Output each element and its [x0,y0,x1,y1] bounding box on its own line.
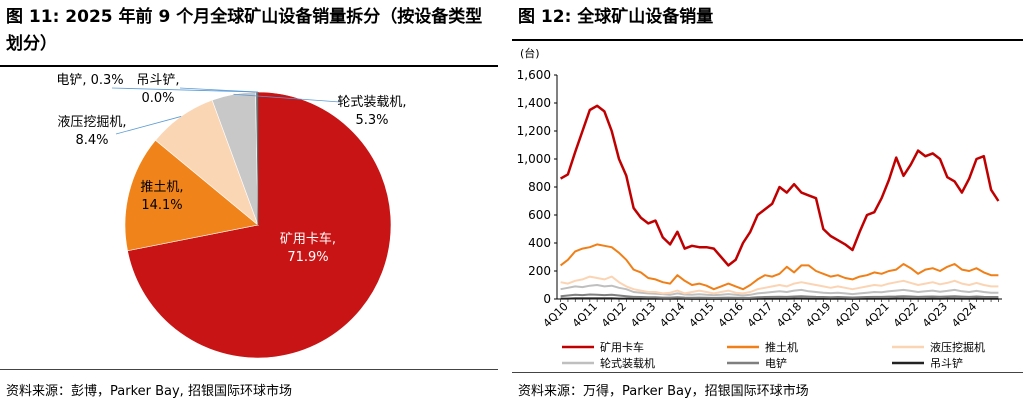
line-title-rule [512,39,1023,41]
y-tick-label: 1,400 [517,96,551,110]
pie-label-name-3: 轮式装载机, [337,95,406,110]
x-tick-label: 4Q18 [774,300,804,330]
line-source-rule [512,372,1023,373]
pie-panel: 图 11: 2025 年前 9 个月全球矿山设备销量拆分（按设备类型划分） 矿用… [0,0,502,407]
y-axis-unit: (台) [520,46,540,60]
x-tick-label: 4Q20 [832,300,862,330]
pie-label-name-1: 推土机, [140,180,183,195]
pie-label-4: 电铲, 0.3% [56,73,123,88]
x-tick-label: 4Q23 [920,300,950,330]
pie-chart: 矿用卡车, 71.9% 推土机, 14.1% 液压挖掘机, 8.4% 轮式装载机, 5.3% 电… [56,73,407,359]
pie-source-note: 资料来源：彭博，Parker Bay, 招银国际环球市场 [6,384,292,399]
pie-leader-line-5 [179,87,259,93]
pie-slice-0 [127,91,392,359]
y-tick-label: 600 [528,208,551,222]
y-tick-label: 1,200 [517,124,551,138]
pie-figure-title: 图 11: 2025 年前 9 个月全球矿山设备销量拆分（按设备类型划分） [6,7,483,54]
line-figure-title: 图 12: 全球矿山设备销量 [518,7,714,27]
pie-label-value-3: 5.3% [355,113,388,128]
pie-label-value-5: 0.0% [141,91,174,106]
pie-label-value-1: 14.1% [141,198,182,213]
y-tick-label: 800 [528,180,551,194]
pie-leader-line-4 [111,87,257,93]
x-tick-label: 4Q24 [949,300,979,330]
line-panel: 图 12: 全球矿山设备销量 (台) 0 200 400 600 800 1,000 1,20… [512,0,1029,407]
y-tick-label: 1,600 [517,68,551,82]
legend-label-5: 吊斗铲 [930,356,963,370]
pie-slice-1 [124,139,259,252]
y-tick-label: 0 [543,292,551,306]
series-line-5 [560,297,999,300]
x-tick-label: 4Q14 [657,300,687,330]
pie-label-name-2: 液压挖掘机, [57,115,126,130]
y-tick-label: 400 [528,236,551,250]
legend-label-1: 推土机 [765,340,798,354]
x-tick-label: 4Q19 [803,300,833,330]
x-tick-label: 4Q13 [628,300,658,330]
pie-leader-line-2 [115,116,182,135]
series-line-2 [560,275,999,295]
y-tick-label: 1,000 [517,152,551,166]
pie-title-rule [0,65,498,67]
x-tick-label: 4Q16 [716,300,746,330]
legend-label-2: 液压挖掘机 [930,340,985,354]
x-tick-label: 4Q22 [891,300,921,330]
legend-label-4: 电铲 [765,356,787,370]
series-line-1 [559,243,999,291]
pie-label-value-0: 71.9% [287,250,328,265]
series-line-0 [559,104,1000,267]
x-tick-label: 4Q15 [687,300,717,330]
x-tick-label: 4Q17 [745,300,775,330]
pie-leader-line-3 [233,93,341,103]
pie-label-name-0: 矿用卡车, [280,231,336,247]
series-line-3 [560,284,999,297]
pie-source-rule [0,369,498,370]
pie-label-name-5: 吊斗铲, [136,73,179,88]
line-source-note: 资料来源：万得，Parker Bay，招银国际环球市场 [518,384,809,399]
legend-label-3: 轮式装载机 [600,356,655,370]
x-tick-label: 4Q12 [599,300,629,330]
series-line-4 [560,293,999,299]
x-tick-label: 4Q11 [570,300,600,330]
legend-label-0: 矿用卡车 [600,340,644,354]
x-tick-label: 4Q21 [862,300,892,330]
pie-label-value-2: 8.4% [75,133,108,148]
line-chart: (台)02004006008001,0001,2001,4001,6004Q10… [517,46,1002,370]
y-tick-label: 200 [528,264,551,278]
